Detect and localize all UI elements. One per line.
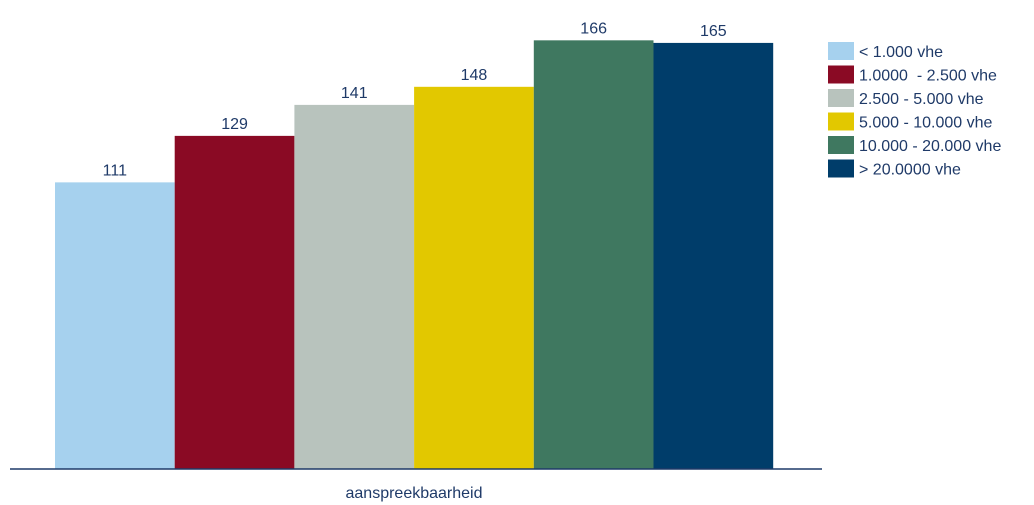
legend-label-5: 10.000 - 20.000 vhe	[859, 138, 1001, 155]
bar-2	[174, 135, 295, 469]
bar-4	[414, 86, 534, 469]
value-label-6: 165	[700, 23, 727, 40]
value-label-3: 141	[341, 85, 368, 102]
legend-swatch-3	[828, 89, 854, 107]
legend-label-1: < 1.000 vhe	[859, 44, 943, 61]
legend-label-6: > 20.0000 vhe	[859, 162, 961, 179]
bar-6	[653, 42, 774, 469]
value-label-5: 166	[580, 20, 607, 37]
category-label: aanspreekbaarheid	[346, 485, 483, 502]
legend-swatch-2	[828, 65, 854, 84]
value-label-1: 111	[103, 162, 127, 179]
bar-1	[55, 182, 175, 469]
legend-swatch-1	[828, 42, 854, 60]
legend-swatch-6	[828, 159, 854, 178]
legend-swatch-4	[828, 112, 854, 131]
legend: < 1.000 vhe 1.0000 - 2.500 vhe 2.500 - 5.0…	[828, 42, 1001, 179]
bar-5	[533, 40, 654, 470]
bars-group	[55, 40, 774, 470]
bar-3	[294, 104, 415, 469]
legend-label-3: 2.500 - 5.000 vhe	[859, 91, 984, 108]
value-label-2: 129	[221, 116, 248, 133]
value-labels-group: 111 129 141 148 166 165	[103, 20, 727, 179]
legend-label-4: 5.000 - 10.000 vhe	[859, 115, 993, 132]
value-label-4: 148	[461, 67, 488, 84]
legend-swatch-5	[828, 136, 854, 154]
legend-label-2: 1.0000 - 2.500 vhe	[859, 68, 997, 85]
